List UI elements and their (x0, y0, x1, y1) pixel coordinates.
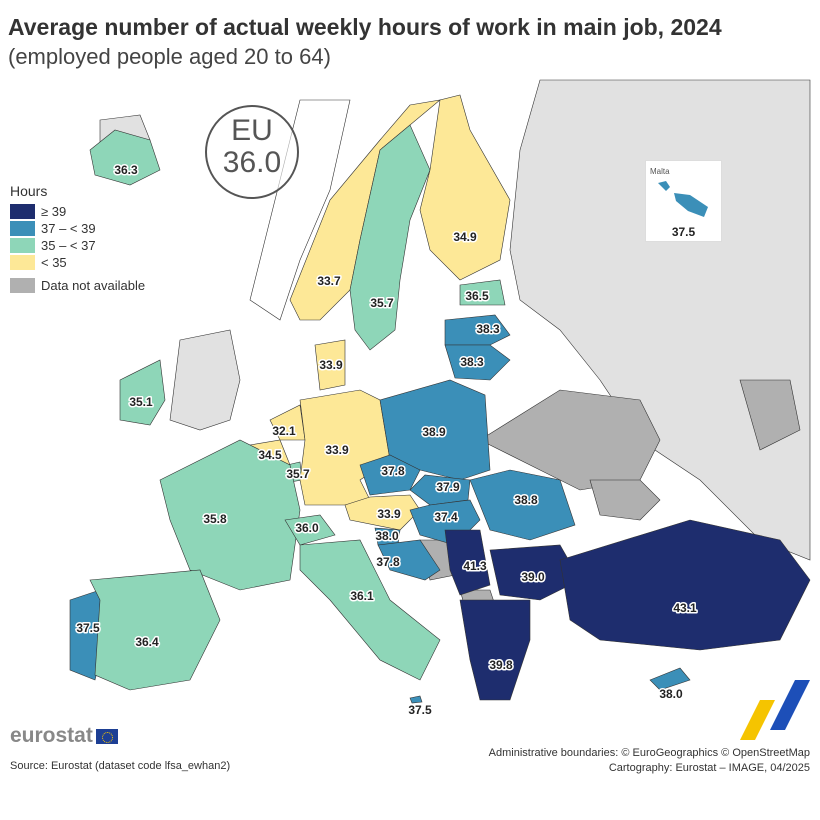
country-value-label: 37.9 (436, 480, 460, 494)
country-no-data (589, 479, 661, 521)
country-value-label: 37.8 (376, 555, 400, 569)
eurostat-logo: eurostat (10, 724, 118, 748)
legend-item: 35 – < 37 (10, 237, 145, 254)
country-value-label: 37.5 (76, 621, 100, 635)
legend-item: < 35 (10, 254, 145, 271)
map-subtitle: (employed people aged 20 to 64) (8, 44, 331, 69)
legend-item: Data not available (10, 277, 145, 294)
country-value-label: 36.4 (135, 635, 159, 649)
country-region (559, 519, 811, 651)
legend-swatch (10, 278, 35, 293)
cartography-credit: Cartography: Eurostat – IMAGE, 04/2025 (608, 762, 810, 774)
malta-shape (658, 181, 708, 217)
source-note: Source: Eurostat (dataset code lfsa_ewha… (10, 760, 231, 772)
country-value-label: 38.0 (375, 529, 399, 543)
eu-value: 36.0 (222, 146, 282, 179)
country-region (89, 569, 221, 691)
country-value-label: 33.9 (377, 507, 401, 521)
country-region (159, 439, 301, 591)
legend-item: ≥ 39 (10, 203, 145, 220)
country-value-label: 37.5 (408, 703, 432, 717)
country-region (409, 695, 423, 704)
country-value-label: 38.9 (422, 425, 446, 439)
legend-title: Hours (10, 183, 48, 199)
country-value-label: 41.3 (463, 559, 487, 573)
brand-stripe-icon (770, 680, 810, 730)
country-value-label: 34.5 (258, 448, 282, 462)
legend-swatch (10, 221, 35, 236)
eu-average-badge: EU 36.0 (205, 105, 299, 199)
country-region (89, 129, 161, 186)
malta-inset-title: Malta (650, 167, 670, 176)
sea-patch (249, 99, 351, 321)
eu-flag-icon (95, 728, 118, 744)
legend: Hours ≥ 39 37 – < 39 35 – < 37 < 35 Data… (10, 183, 145, 294)
country-value-label: 39.8 (489, 658, 513, 672)
boundaries-credit: Administrative boundaries: © EuroGeograp… (488, 747, 810, 759)
country-value-label: 38.0 (659, 687, 683, 701)
country-region (314, 339, 346, 391)
country-no-data (479, 389, 661, 491)
malta-inset: Malta 37.5 (645, 160, 722, 242)
country-region (444, 344, 511, 381)
country-value-label: 38.3 (476, 322, 500, 336)
legend-swatch (10, 238, 35, 253)
country-value-label: 35.8 (203, 512, 227, 526)
country-value-label: 38.8 (514, 493, 538, 507)
country-value-label: 39.0 (521, 570, 545, 584)
credits: Administrative boundaries: © EuroGeograp… (489, 746, 810, 776)
country-value-label: 36.0 (295, 521, 319, 535)
country-region (377, 539, 441, 581)
logo-text: eurostat (10, 724, 93, 747)
country-region (469, 469, 576, 541)
country-region (649, 667, 691, 691)
country-region (284, 514, 336, 546)
country-no-data (739, 379, 801, 451)
country-region (459, 599, 531, 701)
country-value-label: 33.9 (319, 358, 343, 372)
country-value-label: 32.1 (272, 424, 296, 438)
malta-inset-value: 37.5 (671, 225, 696, 239)
brand-stripe-icon (740, 700, 775, 740)
legend-label: Data not available (41, 278, 146, 293)
legend-label: 35 – < 37 (41, 238, 96, 253)
country-region (359, 454, 421, 496)
country-region (419, 94, 511, 281)
country-region (349, 124, 431, 351)
country-value-label: 43.1 (673, 601, 697, 615)
country-value-label: 35.7 (286, 467, 310, 481)
country-value-label: 36.5 (465, 289, 489, 303)
legend-label: ≥ 39 (41, 204, 67, 219)
country-value-label: 36.3 (114, 163, 138, 177)
country-value-label: 37.8 (381, 464, 405, 478)
legend-item: 37 – < 39 (10, 220, 145, 237)
country-region (299, 539, 441, 681)
non-eu-land-uk (169, 329, 241, 431)
country-region (459, 279, 506, 306)
country-value-label: 33.7 (317, 274, 341, 288)
country-value-label: 37.4 (434, 510, 458, 524)
legend-swatch (10, 204, 35, 219)
country-value-label: 38.3 (460, 355, 484, 369)
country-region (409, 474, 471, 506)
country-value-label: 35.1 (129, 395, 153, 409)
country-region (444, 314, 511, 346)
eu-label: EU (231, 114, 273, 147)
map-title: Average number of actual weekly hours of… (8, 14, 722, 40)
legend-label: < 35 (41, 255, 67, 270)
country-value-label: 34.9 (453, 230, 477, 244)
legend-label: 37 – < 39 (41, 221, 96, 236)
country-value-label: 35.7 (370, 296, 394, 310)
country-region (444, 529, 491, 596)
legend-swatch (10, 255, 35, 270)
country-region (489, 544, 581, 601)
country-value-label: 33.9 (325, 443, 349, 457)
country-region (119, 359, 166, 426)
country-value-label: 36.1 (350, 589, 374, 603)
